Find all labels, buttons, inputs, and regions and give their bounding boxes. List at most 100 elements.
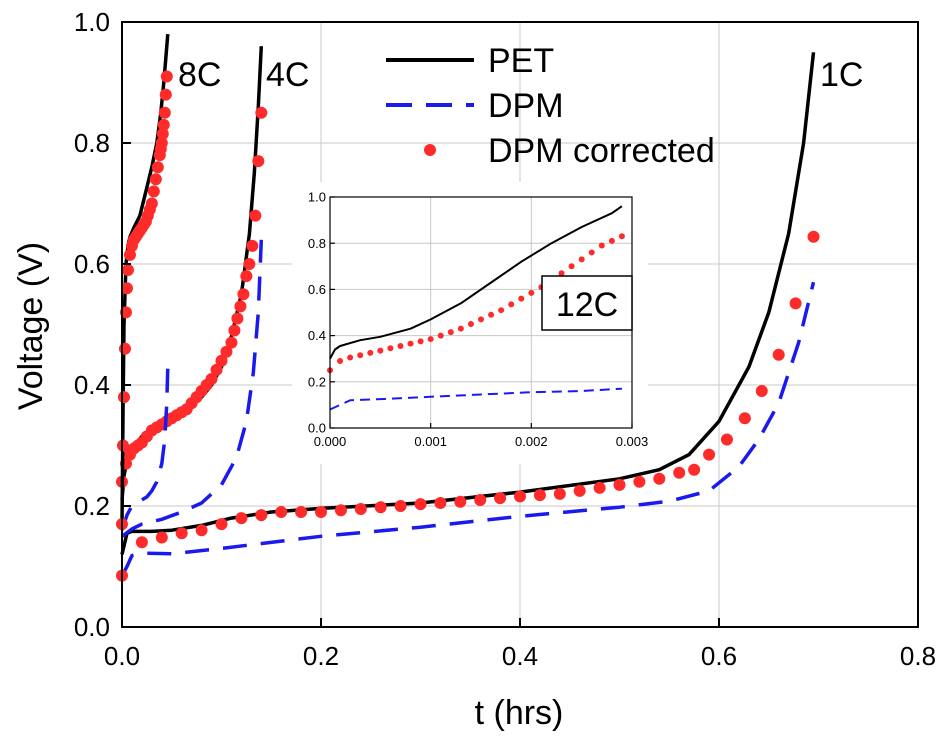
data-point <box>234 300 247 313</box>
data-point <box>394 500 407 512</box>
data-point <box>427 336 434 343</box>
data-point <box>417 338 424 345</box>
data-point <box>117 391 130 404</box>
data-point <box>755 385 768 398</box>
data-point <box>377 347 384 354</box>
data-point <box>215 518 228 531</box>
data-point <box>237 288 250 301</box>
data-point <box>488 311 495 318</box>
data-point <box>772 348 785 361</box>
data-point <box>175 527 188 540</box>
legend-swatch-dpm-corrected <box>424 144 436 156</box>
data-point <box>275 506 288 519</box>
data-point <box>195 524 208 537</box>
y-tick-label: 0.4 <box>308 328 326 343</box>
data-point <box>447 329 454 336</box>
data-point <box>578 256 585 263</box>
y-tick-label: 0.8 <box>308 236 326 251</box>
data-point <box>228 324 241 337</box>
inset-series <box>327 205 625 411</box>
data-point <box>135 536 148 549</box>
data-point <box>337 358 344 365</box>
data-point <box>295 506 308 519</box>
y-tick-label: 0.2 <box>74 491 110 521</box>
x-tick-label: 0.001 <box>414 434 447 449</box>
data-point <box>255 509 268 522</box>
y-axis-label: Voltage (V) <box>12 242 50 410</box>
data-point <box>205 372 218 385</box>
data-point <box>720 433 733 446</box>
series-pet-1c <box>120 52 816 555</box>
data-point <box>155 531 168 544</box>
data-point <box>633 475 646 488</box>
inset-label-12c: 12C <box>556 286 618 324</box>
y-tick-label: 1.0 <box>74 7 110 37</box>
data-point <box>249 209 262 222</box>
data-point <box>673 466 686 479</box>
data-point <box>553 487 566 500</box>
data-point <box>120 282 133 295</box>
series-pet-4c <box>120 46 264 501</box>
x-tick-label: 0.000 <box>314 434 347 449</box>
x-tick-label: 0.002 <box>515 434 548 449</box>
annotation-1c: 1C <box>820 56 863 94</box>
data-point <box>357 352 364 359</box>
data-point <box>498 307 505 314</box>
data-point <box>558 270 565 277</box>
legend: PET DPM DPM corrected <box>386 42 715 170</box>
series-dpm-corrected-1c <box>116 230 820 582</box>
data-point <box>518 295 525 302</box>
y-tick-label: 0.6 <box>308 282 326 297</box>
annotation-8c: 8C <box>178 56 221 94</box>
x-tick-label: 0.8 <box>900 641 936 671</box>
data-point <box>397 342 404 349</box>
data-point <box>593 481 606 494</box>
data-point <box>151 161 164 174</box>
x-tick-label: 0.0 <box>104 641 140 671</box>
series-dpm-corrected-8c <box>116 70 173 531</box>
data-point <box>738 412 751 425</box>
data-point <box>157 118 170 131</box>
data-point <box>608 237 615 244</box>
data-point <box>231 312 244 325</box>
data-point <box>789 297 802 310</box>
data-point <box>121 264 134 277</box>
data-point <box>240 270 253 283</box>
data-point <box>573 484 586 497</box>
data-point <box>347 354 354 361</box>
data-point <box>158 106 171 119</box>
main-series <box>116 33 820 582</box>
y-tick-label: 0.0 <box>74 612 110 642</box>
data-point <box>494 492 507 505</box>
data-point <box>147 185 160 198</box>
data-point <box>688 463 701 476</box>
data-point <box>533 489 546 502</box>
annotation-4c: 4C <box>266 56 309 94</box>
series-pet <box>329 205 623 360</box>
series-dpm-4c <box>120 239 264 538</box>
data-point <box>235 512 248 525</box>
data-point <box>528 289 535 296</box>
data-point <box>478 316 484 323</box>
x-tick-label: 0.6 <box>701 641 737 671</box>
x-tick-label: 0.4 <box>502 641 538 671</box>
data-point <box>807 230 820 243</box>
data-point <box>215 354 228 367</box>
data-point <box>407 340 414 347</box>
x-tick-label: 0.003 <box>616 434 649 449</box>
data-point <box>255 106 268 119</box>
data-point <box>145 197 158 210</box>
data-point <box>123 248 136 261</box>
data-point <box>374 501 387 514</box>
data-point <box>588 249 595 256</box>
inset-label-box <box>541 275 633 331</box>
x-axis-label: t (hrs) <box>475 694 564 732</box>
data-point <box>598 242 605 249</box>
data-point <box>618 233 625 240</box>
series-dpm-8c <box>120 366 170 531</box>
data-point <box>467 321 474 328</box>
data-point <box>252 155 265 168</box>
data-point <box>118 342 131 355</box>
x-tick-label: 0.2 <box>303 641 339 671</box>
